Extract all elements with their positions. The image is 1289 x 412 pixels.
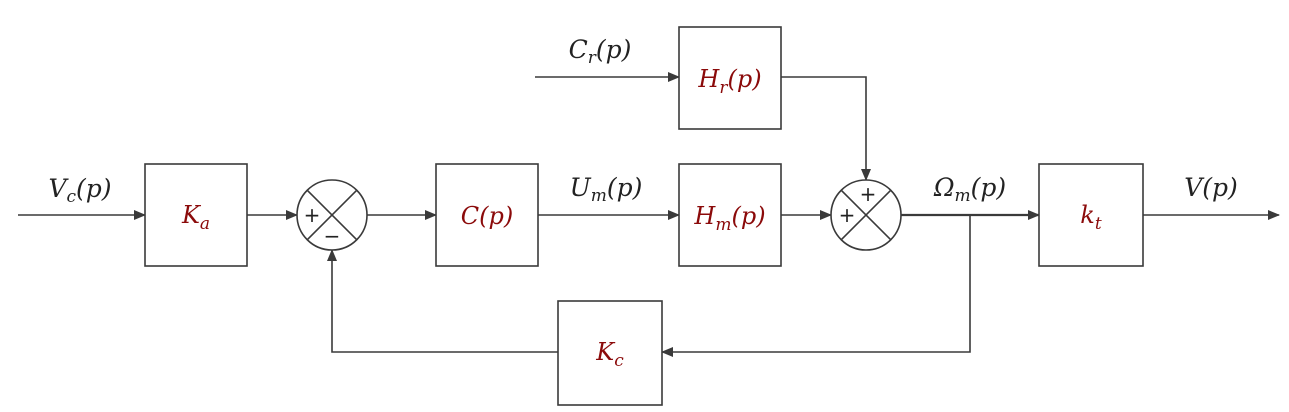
hm-label: Hm(p)	[693, 202, 765, 235]
hm-block: Hm(p)	[678, 163, 782, 267]
summing-junction-1: + −	[296, 179, 368, 251]
feedback-return-wire	[327, 249, 558, 353]
kc-label: Kc	[595, 338, 624, 371]
hr-block: Hr(p)	[678, 26, 782, 130]
kt-label: kt	[1080, 201, 1102, 234]
kc-block: Kc	[557, 300, 663, 406]
c-label: C(p)	[461, 202, 513, 230]
vc-signal-label: Vc(p)	[48, 174, 111, 207]
um-signal-label: Um(p)	[570, 173, 643, 206]
feedback-branch-wire	[661, 215, 971, 357]
kt-block: kt	[1038, 163, 1144, 267]
sum2-top-plus-sign: +	[860, 182, 877, 206]
sum1-plus-sign: +	[304, 203, 321, 227]
omega-signal-label: Ωm(p)	[933, 173, 1006, 206]
summing-junction-2: + +	[830, 179, 902, 251]
sum2-left-plus-sign: +	[839, 203, 856, 227]
hr-to-sum2-wire	[781, 76, 871, 181]
v-signal-label: V(p)	[1184, 173, 1238, 202]
ka-label: Ka	[181, 201, 210, 234]
c-block: C(p)	[435, 163, 539, 267]
sum1-minus-sign: −	[324, 224, 341, 248]
hr-label: Hr(p)	[697, 65, 761, 98]
cr-signal-label: Cr(p)	[569, 35, 632, 68]
ka-block: Ka	[144, 163, 248, 267]
